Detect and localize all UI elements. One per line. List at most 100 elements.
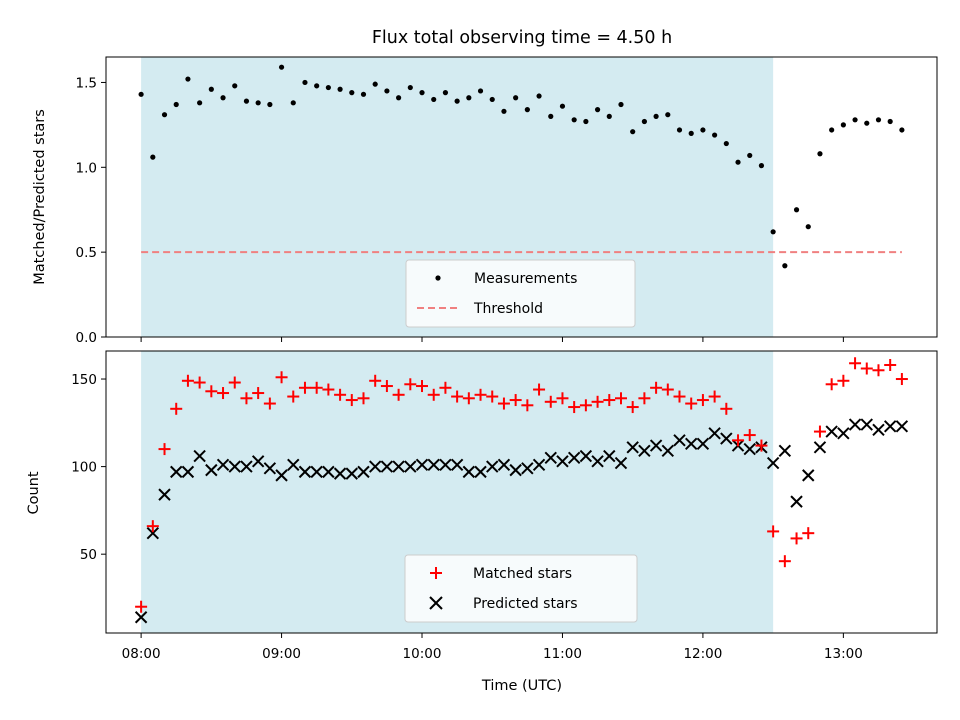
matched-star-point [579,399,592,412]
matched-star-point [544,395,557,408]
matched-star-point [603,394,616,407]
matched-star-point [205,385,218,398]
matched-star-point [708,390,721,403]
predicted-star-point [837,427,850,440]
measurement-point [267,101,273,108]
predicted-star-point [766,456,780,470]
predicted-star-point [638,444,651,458]
measurement-point [817,151,823,157]
measurement-point [700,127,706,133]
matched-star-point [614,392,627,405]
matched-star-point [650,381,663,394]
matched-star-point [193,376,206,389]
top-ytick-label: 1.0 [76,160,97,176]
predicted-star-point [860,418,873,431]
measurement-point [665,112,671,118]
xtick-label: 13:00 [824,646,863,662]
predicted-star-point [532,458,546,472]
matched-star-point [720,402,733,415]
predicted-star-point [649,439,663,452]
measurement-point [396,95,402,101]
predicted-star-point [228,460,241,473]
top-ytick-label: 1.5 [76,75,97,91]
measurement-point [255,100,261,106]
bottom-ytick-label: 100 [71,460,97,476]
predicted-star-point [251,455,265,468]
matched-star-point [696,394,709,407]
predicted-star-point [883,420,897,433]
legend-predicted-label: Predicted stars [473,596,578,612]
matched-star-point [334,388,347,401]
measurement-point [559,103,566,109]
measurement-point [278,64,285,70]
matched-star-point [626,401,639,414]
matched-star-point [790,532,803,545]
predicted-star-point [462,465,476,479]
matched-star-point [673,390,686,403]
top-plot-marks [138,64,905,269]
measurement-point [793,207,800,213]
matched-star-point [275,371,288,384]
matched-star-point [813,425,826,438]
legend-measurements-marker [435,275,441,281]
measurement-point [419,90,425,96]
measurement-point [864,120,870,126]
legend-matched-label: Matched stars [473,566,572,582]
measurement-point [442,90,449,96]
predicted-star-point [193,449,206,463]
predicted-star-point [673,434,686,447]
matched-star-point [369,374,382,387]
predicted-star-point [333,467,347,480]
predicted-star-point [696,437,710,451]
predicted-star-point [848,418,862,431]
predicted-star-point [181,465,195,479]
measurement-point [770,229,776,235]
measurement-point [548,113,554,119]
matched-star-point [638,392,651,405]
xtick-label: 08:00 [122,646,161,662]
measurement-point [536,93,542,99]
measurement-point [314,83,320,89]
measurement-point [431,96,437,103]
predicted-star-point [474,465,487,479]
matched-star-point [872,364,885,377]
measurement-point [618,101,624,108]
measurement-point [477,88,484,94]
predicted-star-point [357,465,370,479]
matched-star-point [181,374,194,387]
measurement-point [594,107,601,113]
matched-star-point [849,357,862,370]
measurement-point [735,159,741,165]
measurement-point [899,127,905,133]
predicted-star-point [380,460,394,473]
measurement-point [688,130,694,136]
matched-star-point [427,388,440,401]
matched-star-point [357,392,370,405]
matched-star-point [416,380,429,393]
measurement-point [571,117,577,123]
matched-star-point [240,392,253,405]
predicted-star-point [263,462,277,475]
predicted-star-point [521,462,534,475]
top-y-axis: 0.0 0.5 1.0 1.5 [76,75,106,346]
measurement-point [197,100,203,106]
predicted-star-point [439,458,452,472]
measurement-point [325,84,331,91]
matched-star-point [135,600,148,613]
measurement-point [349,90,355,96]
measurement-point [641,118,647,125]
measurement-point [466,95,472,101]
measurement-point [852,117,858,123]
top-legend-box [405,259,636,328]
predicted-star-point [567,451,581,465]
measurement-point [220,95,226,101]
measurement-point [887,118,893,125]
predicted-star-point [146,526,160,540]
bottom-x-axis: 08:00 09:00 10:00 11:00 12:00 13:00 [122,633,863,662]
top-panel: 0.0 0.5 1.0 1.5 Matched/Predicted stars Mea… [32,56,938,346]
predicted-star-point [802,469,815,482]
measurement-point [454,98,460,104]
measurement-point [782,263,788,269]
matched-star-point [497,397,510,410]
